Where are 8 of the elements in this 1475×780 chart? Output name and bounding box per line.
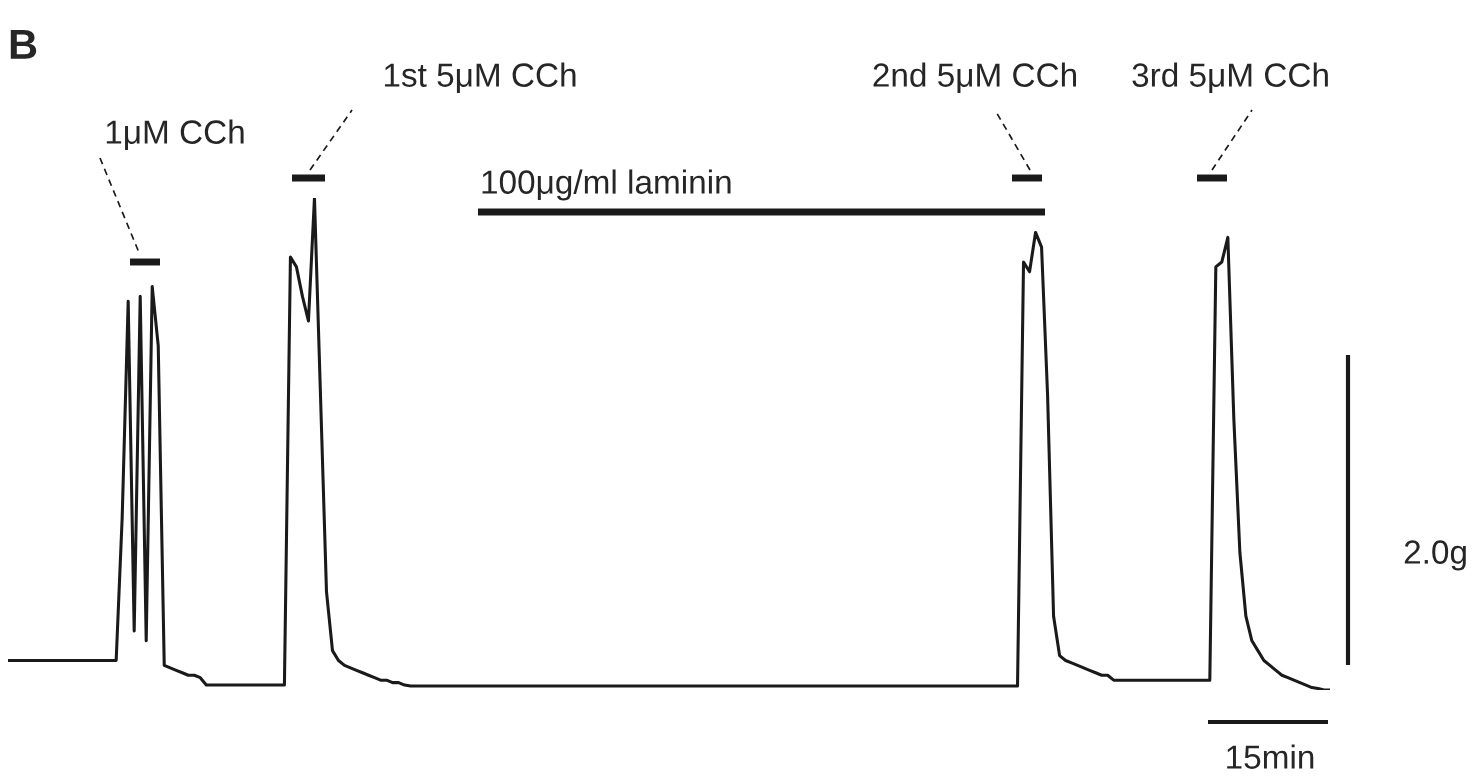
text: 2.0g	[1404, 540, 1466, 571]
text: 1st 5μM CCh	[384, 62, 576, 94]
chart-title: B	[10, 30, 37, 59]
text: 2nd 5μM CCh	[873, 62, 1077, 94]
text: 1μM CCh	[106, 119, 244, 151]
text: 15min	[1227, 744, 1314, 769]
text: 3rd 5μM CCh	[1132, 62, 1328, 94]
annotation: 100μg/ml laminin	[482, 169, 731, 201]
